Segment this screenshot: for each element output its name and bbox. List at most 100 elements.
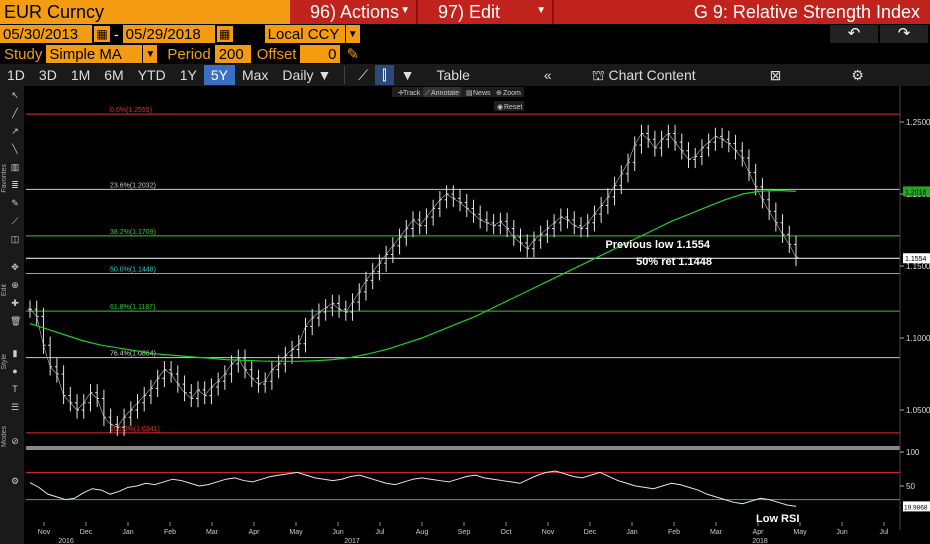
x-tick-label: Jun (332, 529, 343, 536)
candle-chart-icon[interactable]: ⫿ (375, 65, 394, 85)
mode-icon[interactable]: ⊘ (11, 436, 19, 446)
range-max[interactable]: Max (241, 67, 269, 83)
arrow-tool-icon[interactable]: ↗ (11, 126, 19, 136)
fib-tool-icon[interactable]: ≣ (11, 180, 19, 190)
crosshair-icon[interactable]: ✚ (11, 298, 19, 308)
chart-toolbar: ✛ Track ⟋ Annotate ▤ News ⊕ Zoom ◉ Reset (392, 87, 524, 111)
divider (344, 66, 346, 84)
ticker-field[interactable]: EUR Curncy (0, 0, 290, 24)
news-icon: ▤ (466, 90, 473, 97)
track-icon: ✛ (398, 89, 404, 97)
x-tick-label: Jan (122, 529, 133, 536)
annotate-bg (423, 87, 461, 97)
chart-content-button[interactable]: ⛫ Chart Content (585, 65, 703, 85)
calendar-icon[interactable]: ▦ (216, 26, 233, 42)
range-6m[interactable]: 6M (104, 67, 124, 83)
channel-tool-icon[interactable]: ▥ (10, 162, 20, 172)
annotation-fifty-ret: 50% ret 1.1448 (636, 256, 712, 268)
news-button[interactable]: News (473, 90, 491, 97)
study-select[interactable]: Simple MA (46, 45, 143, 63)
trend-tool-icon[interactable]: ⟋ (11, 216, 19, 226)
line-tool-icon[interactable]: ╱ (12, 108, 18, 118)
undo-button[interactable]: ↶ (830, 25, 878, 43)
x-tick-label: Oct (501, 529, 512, 536)
x-tick-label: Dec (584, 529, 597, 536)
rsi-badge-bg (903, 501, 930, 512)
zoom-icon: ⊕ (496, 90, 502, 97)
edit-chart-icon[interactable]: ⊠ (769, 67, 782, 83)
price-plot: 0.0%(1.2555) 23.6%(1.2032) 38.2%(1.1709) 50… (26, 107, 900, 436)
x-tick-label: Dec (80, 529, 93, 536)
fib-level-label: 76.4%(1.0864) (110, 351, 156, 358)
x-tick-label: Aug (416, 529, 429, 536)
price-y-tick-label: 1.1000 (906, 334, 930, 343)
range-1d[interactable]: 1D (7, 67, 25, 83)
x-tick-label: Jun (836, 529, 847, 536)
end-date-input[interactable]: 05/29/2018 (122, 25, 215, 43)
x-year-label: 2017 (344, 538, 360, 544)
start-date-input[interactable]: 05/30/2013 (0, 25, 92, 43)
ray-tool-icon[interactable]: ╲ (12, 144, 18, 154)
study-label: Study (4, 45, 43, 63)
gear-icon[interactable]: ⚙ (851, 67, 864, 83)
zoom-button[interactable]: Zoom (503, 90, 521, 97)
period-input[interactable]: 200 (214, 45, 251, 63)
cursor-icon[interactable]: ↖ (11, 90, 19, 100)
x-tick-label: Nov (542, 529, 555, 536)
chevron-down-icon: ▼ (317, 67, 332, 83)
edit-label: 97) Edit (438, 1, 501, 22)
x-tick-label: Jul (376, 529, 385, 536)
chevron-down-icon[interactable]: ▼ (143, 45, 158, 63)
collapse-icon[interactable]: « (543, 67, 552, 83)
x-tick-label: Mar (206, 529, 219, 536)
reset-button[interactable]: Reset (504, 104, 522, 111)
chevron-down-icon[interactable]: ▼ (400, 67, 415, 83)
x-tick-label: Jan (626, 529, 637, 536)
range-5y[interactable]: 5Y (203, 65, 235, 85)
table-button[interactable]: Table (436, 67, 470, 83)
offset-label: Offset (256, 45, 297, 63)
frequency-select[interactable]: Daily ▼ (275, 65, 338, 85)
price-y-tick-label: 1.1500 (906, 262, 930, 271)
x-tick-label: Nov (38, 529, 51, 536)
annotate-button[interactable]: Annotate (431, 90, 459, 97)
chevron-down-icon[interactable]: ▼ (345, 25, 360, 43)
panel-divider (26, 446, 900, 450)
redo-icon: ↷ (897, 25, 911, 42)
pen-tool-icon[interactable]: ✎ (11, 198, 19, 208)
color-icon[interactable]: ● (12, 366, 18, 376)
redo-button[interactable]: ↷ (880, 25, 928, 43)
range-1m[interactable]: 1M (70, 67, 91, 83)
actions-menu[interactable]: 96) Actions ▼ (290, 0, 418, 24)
line-chart-icon[interactable]: ⟋ (358, 67, 369, 83)
x-tick-label: Feb (164, 529, 176, 536)
calendar-icon[interactable]: ▦ (94, 26, 110, 42)
text-style-icon[interactable]: T (12, 384, 18, 394)
move-tool-icon[interactable]: ✥ (11, 262, 19, 272)
fill-icon[interactable]: ▮ (12, 348, 18, 358)
x-tick-label: Apr (249, 529, 261, 536)
range-1y[interactable]: 1Y (179, 67, 197, 83)
currency-select[interactable]: Local CCY (264, 25, 345, 43)
pencil-icon[interactable]: ✎ (346, 46, 360, 63)
edit-menu[interactable]: 97) Edit ▼ (418, 0, 554, 24)
delete-icon[interactable]: 🗑 (10, 316, 22, 326)
range-ytd[interactable]: YTD (137, 67, 166, 83)
offset-input[interactable]: 0 (300, 45, 341, 63)
zoom-tool-icon[interactable]: ⊕ (11, 280, 19, 290)
price-y-tick-label: 1.0500 (906, 406, 930, 415)
fib-level-label: 50.0%(1.1448) (110, 266, 156, 273)
track-button[interactable]: Track (403, 90, 421, 97)
chart-icon: ⛫ (591, 67, 605, 83)
header-bar: EUR Curncy 96) Actions ▼ 97) Edit ▼ G 9:… (0, 0, 930, 24)
range-3d[interactable]: 3D (38, 67, 57, 83)
rsi-y-tick-label: 100 (906, 448, 920, 457)
width-icon[interactable]: ☰ (10, 402, 20, 412)
settings-icon[interactable]: ⚙ (10, 476, 20, 486)
shapes-tool-icon[interactable]: ◫ (10, 234, 20, 244)
x-tick-label: Apr (753, 529, 765, 536)
x-year-label: 2016 (58, 538, 74, 544)
fib-level-label: 0.0%(1.2555) (110, 107, 152, 114)
chevron-down-icon: ▼ (400, 5, 410, 16)
